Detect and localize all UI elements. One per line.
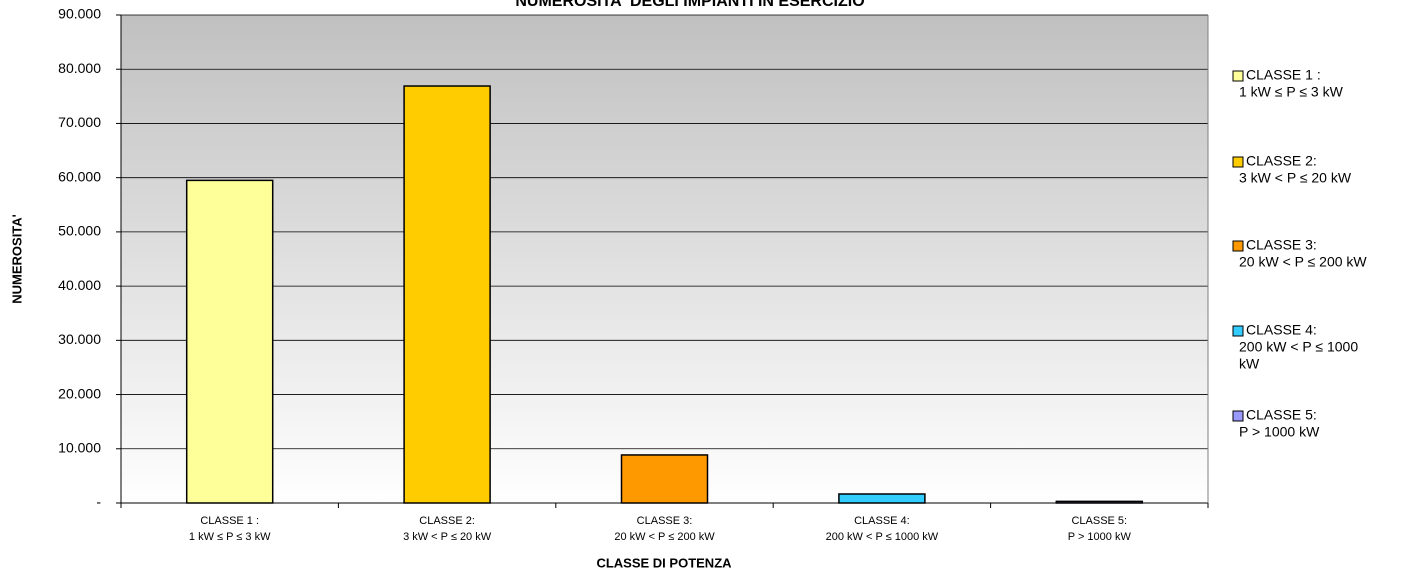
x-axis-title: CLASSE DI POTENZA (596, 555, 732, 570)
y-tick-label: - (96, 494, 101, 510)
y-tick-label: 60.000 (58, 168, 101, 184)
x-tick-label: 200 kW < P ≤ 1000 kW (826, 531, 939, 543)
x-tick-label: CLASSE 2: (419, 515, 475, 527)
x-tick-label: 1 kW ≤ P ≤ 3 kW (189, 531, 271, 543)
y-tick-label: 30.000 (58, 331, 101, 347)
x-tick-label: 20 kW < P ≤ 200 kW (614, 531, 715, 543)
bar (1055, 500, 1144, 504)
legend-label: CLASSE 4: (1246, 322, 1317, 338)
legend-label: kW (1239, 356, 1260, 372)
y-tick-label: 20.000 (58, 385, 101, 401)
bar (838, 493, 926, 504)
legend-swatch (1232, 240, 1244, 252)
y-tick-label: 80.000 (58, 60, 101, 76)
chart-title: NUMEROSITA' DEGLI IMPIANTI IN ESERCIZIO (515, 0, 864, 10)
bar (620, 454, 709, 504)
x-tick-label: CLASSE 3: (637, 515, 693, 527)
legend-label: CLASSE 3: (1246, 237, 1317, 253)
bar (185, 179, 274, 504)
x-tick-label: CLASSE 4: (854, 515, 910, 527)
y-tick-label: 50.000 (58, 223, 101, 239)
y-tick-label: 70.000 (58, 114, 101, 130)
y-tick-label: 90.000 (58, 6, 101, 22)
legend-swatch (1232, 156, 1244, 168)
legend-swatch (1232, 325, 1244, 337)
legend-swatch (1232, 410, 1244, 422)
legend-swatch (1232, 70, 1244, 82)
legend-label: P > 1000 kW (1239, 424, 1320, 440)
bar (403, 85, 491, 504)
x-tick-label: CLASSE 1 : (200, 515, 259, 527)
x-tick-label: P > 1000 kW (1068, 531, 1132, 543)
legend-label: CLASSE 1 : (1246, 67, 1321, 83)
legend-label: 1 kW ≤ P ≤ 3 kW (1239, 84, 1344, 100)
x-tick-label: 3 kW < P ≤ 20 kW (403, 531, 492, 543)
y-axis-title: NUMEROSITA' (9, 214, 24, 304)
legend-label: CLASSE 2: (1246, 153, 1317, 169)
legend-label: 200 kW < P ≤ 1000 (1239, 339, 1358, 355)
y-tick-label: 10.000 (58, 439, 101, 455)
y-tick-label: 40.000 (58, 277, 101, 293)
legend-label: CLASSE 5: (1246, 407, 1317, 423)
x-tick-label: CLASSE 5: (1071, 515, 1127, 527)
legend-label: 3 kW < P ≤ 20 kW (1239, 170, 1352, 186)
plot-area (121, 15, 1208, 503)
legend-label: 20 kW < P ≤ 200 kW (1239, 254, 1367, 270)
